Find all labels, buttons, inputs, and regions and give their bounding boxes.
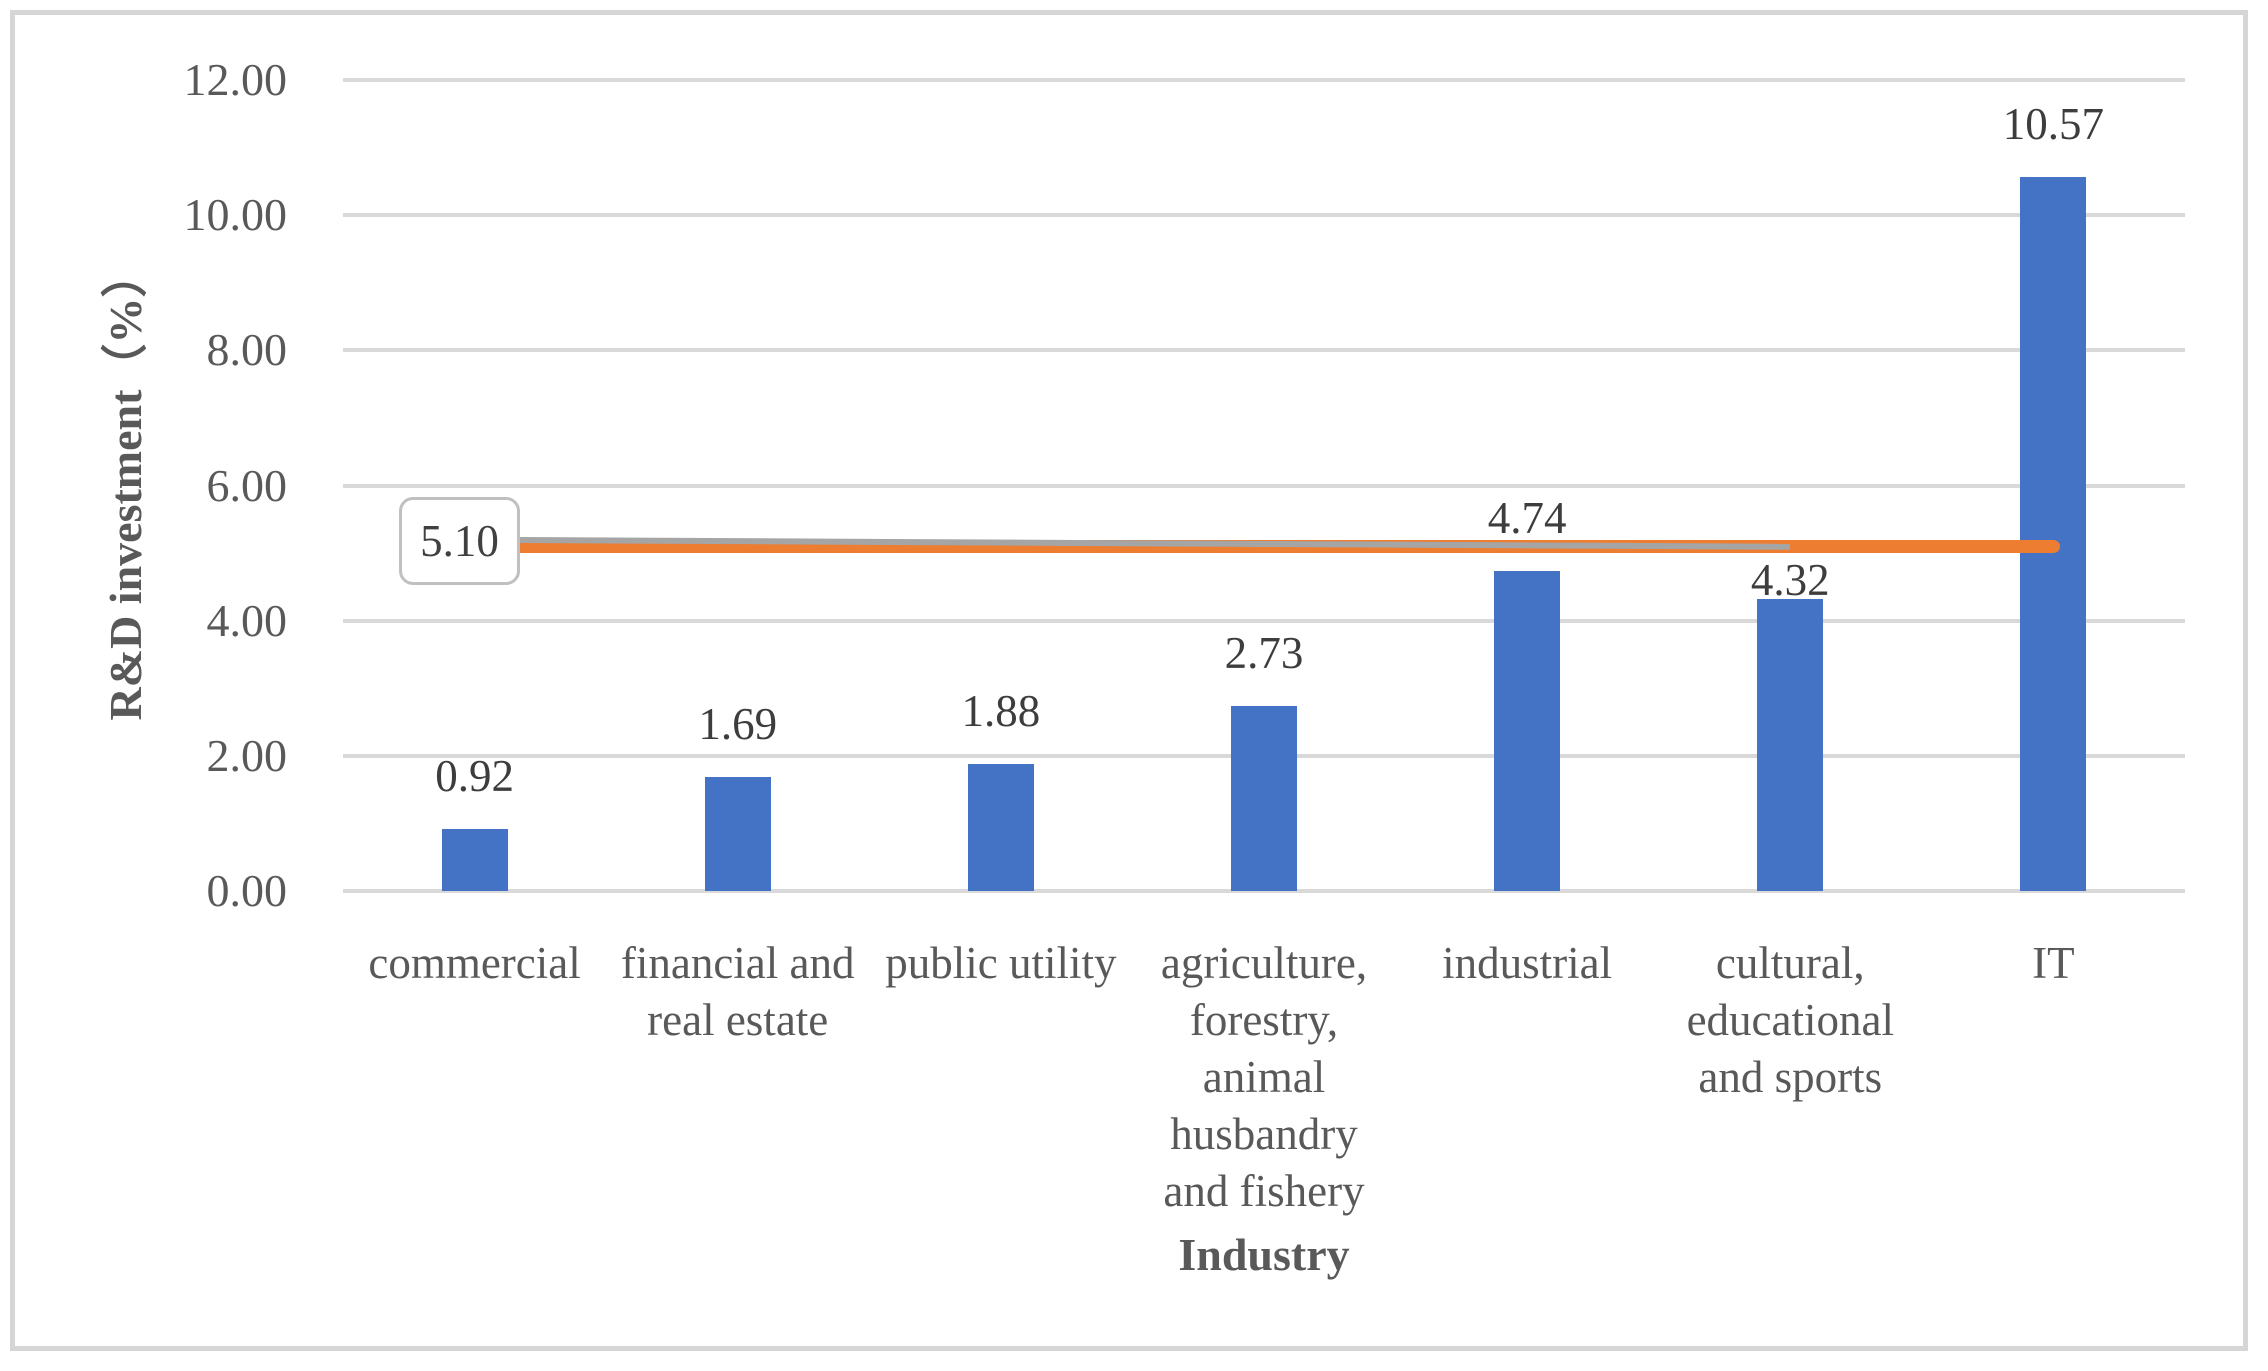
- bar-value-label: 1.69: [698, 698, 778, 749]
- average-line-label: 5.10: [399, 497, 520, 586]
- category-label: public utility: [885, 938, 1117, 988]
- gridline: [343, 348, 2185, 353]
- gridline: [343, 78, 2185, 82]
- y-tick-label: 2.00: [206, 729, 288, 781]
- category-label: IT: [2032, 938, 2075, 988]
- bar-value-label: 4.32: [1750, 555, 1830, 606]
- bar: [441, 828, 508, 891]
- category-label: cultural, educational and sports: [1686, 938, 1894, 1102]
- bar-value-label: 0.92: [435, 750, 514, 801]
- y-tick-label: 10.00: [183, 189, 288, 241]
- y-tick-label: 4.00: [206, 594, 288, 646]
- category-label: agriculture, forestry, animal husbandry …: [1160, 938, 1368, 1216]
- bar: [1494, 570, 1561, 891]
- category-label: industrial: [1442, 938, 1613, 988]
- gridline: [343, 618, 2185, 623]
- x-axis-title: Industry: [1178, 1229, 1350, 1280]
- gridline: [343, 889, 2185, 893]
- y-tick-label: 12.00: [183, 54, 288, 105]
- bar: [2020, 176, 2087, 891]
- bar-value-label: 4.74: [1487, 492, 1567, 543]
- category-label: commercial: [368, 938, 581, 988]
- y-tick-label: 0.00: [206, 865, 288, 916]
- gridline: [343, 483, 2185, 488]
- bar-value-label: 2.73: [1224, 628, 1304, 679]
- y-tick-label: 6.00: [206, 459, 288, 511]
- category-label: financial and real estate: [620, 938, 855, 1045]
- bar: [1231, 706, 1297, 891]
- figure-border: [10, 10, 2248, 1351]
- bar: [704, 776, 771, 891]
- y-axis-title: R&D investment（%）: [100, 251, 151, 720]
- bar-value-label: 10.57: [2002, 98, 2105, 149]
- bar: [967, 763, 1034, 891]
- bar-value-label: 1.88: [961, 685, 1041, 736]
- gridline: [343, 213, 2185, 218]
- y-tick-label: 8.00: [206, 324, 288, 376]
- bar: [1757, 599, 1824, 891]
